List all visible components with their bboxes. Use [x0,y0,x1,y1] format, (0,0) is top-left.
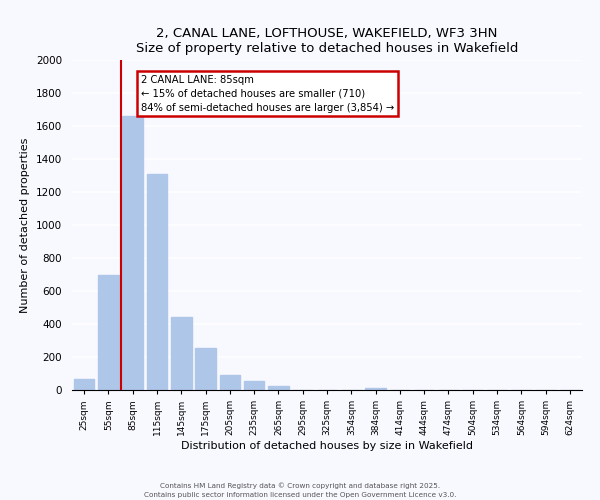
Text: 2 CANAL LANE: 85sqm
← 15% of detached houses are smaller (710)
84% of semi-detac: 2 CANAL LANE: 85sqm ← 15% of detached ho… [141,75,394,113]
Y-axis label: Number of detached properties: Number of detached properties [20,138,31,312]
Bar [268,386,289,390]
Bar [220,375,240,390]
Text: Contains HM Land Registry data © Crown copyright and database right 2025.
Contai: Contains HM Land Registry data © Crown c… [144,482,456,498]
Bar [365,388,386,390]
Bar [171,318,191,390]
Bar [146,174,167,390]
Bar [98,274,119,390]
Bar [74,380,94,390]
Bar [195,348,216,390]
X-axis label: Distribution of detached houses by size in Wakefield: Distribution of detached houses by size … [181,441,473,451]
Bar [122,116,143,390]
Bar [244,381,265,390]
Title: 2, CANAL LANE, LOFTHOUSE, WAKEFIELD, WF3 3HN
Size of property relative to detach: 2, CANAL LANE, LOFTHOUSE, WAKEFIELD, WF3… [136,26,518,54]
